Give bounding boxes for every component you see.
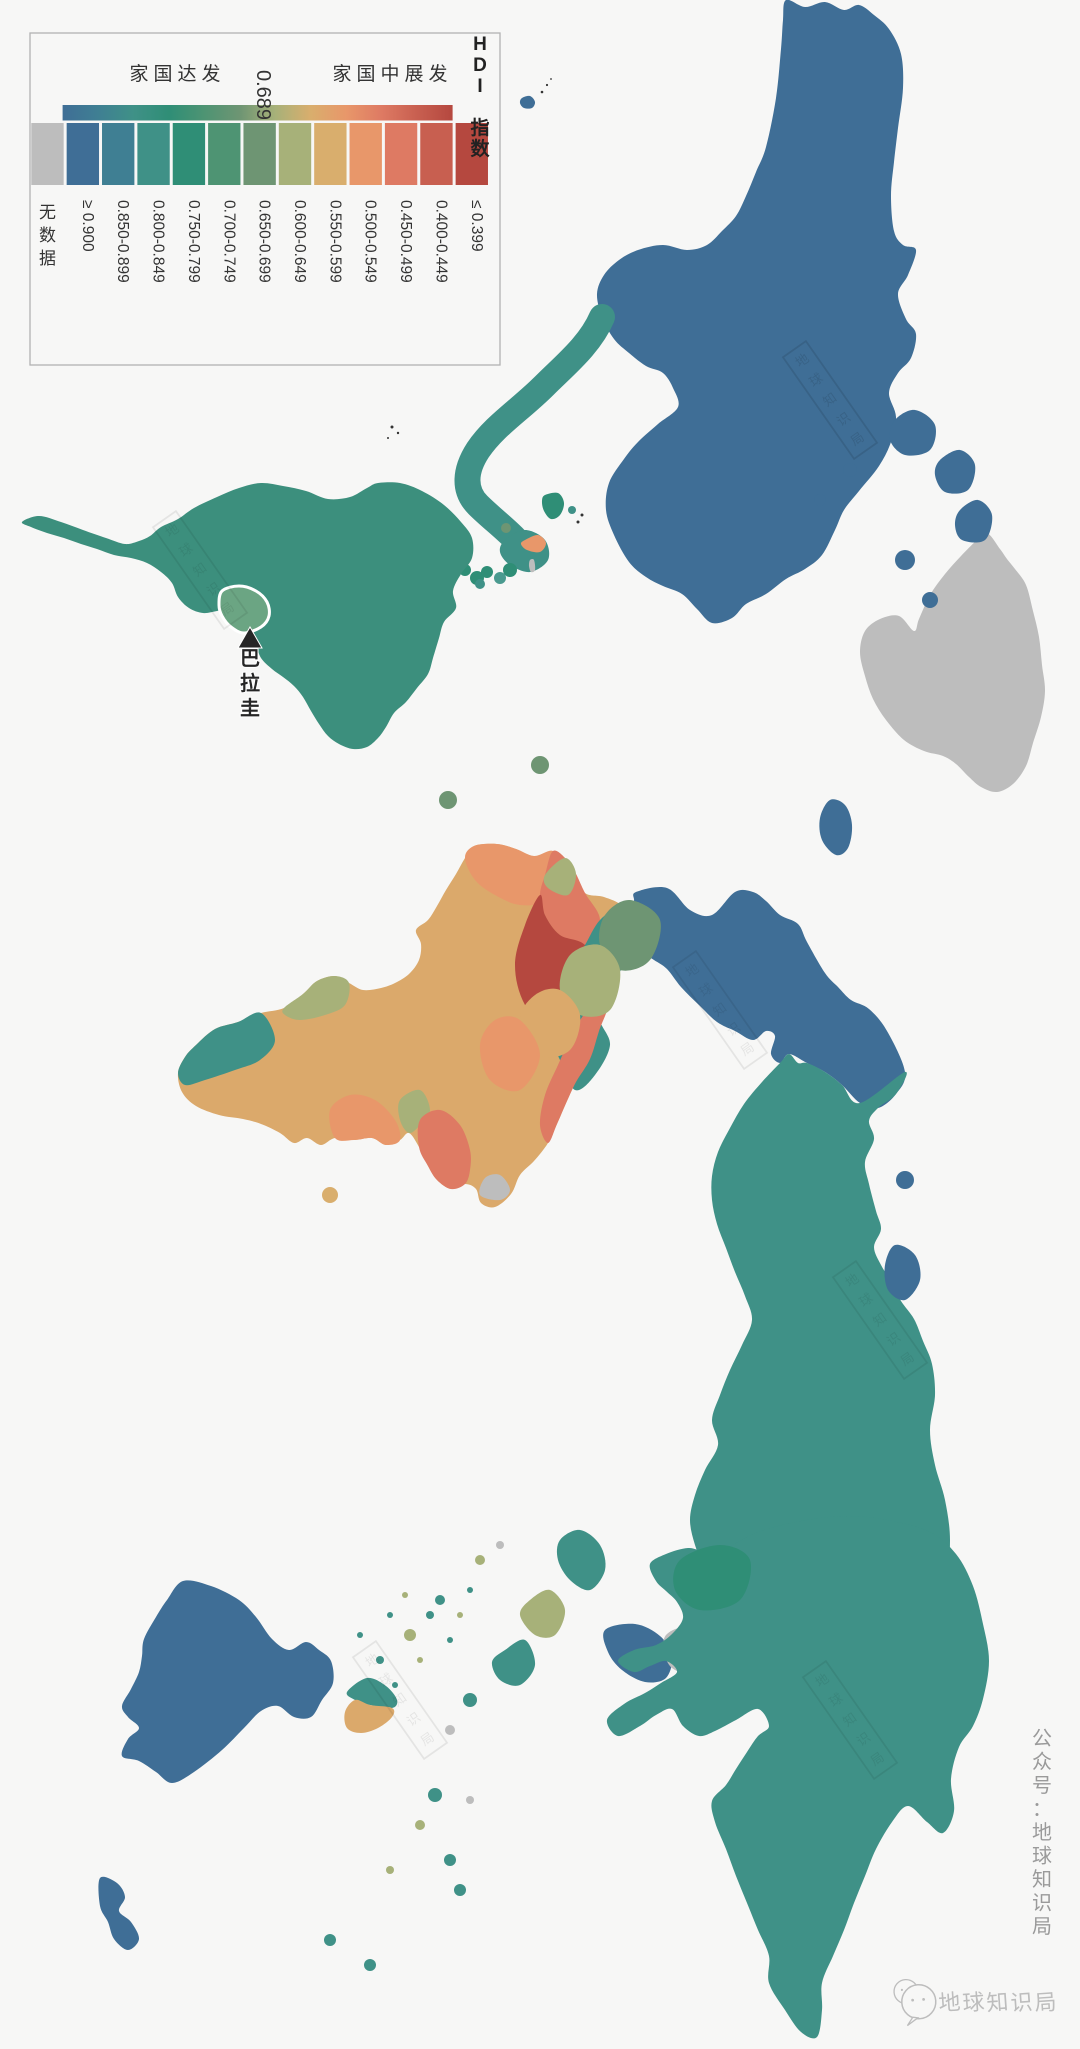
svg-text:数: 数	[470, 137, 490, 160]
svg-text:发: 发	[428, 63, 447, 85]
svg-text:圭: 圭	[240, 697, 260, 720]
svg-text:据: 据	[39, 249, 56, 268]
svg-text:0.850-0.899: 0.850-0.899	[114, 200, 131, 283]
svg-text:众: 众	[1032, 1751, 1052, 1774]
svg-text:D: D	[473, 55, 487, 76]
svg-text:0.689: 0.689	[252, 70, 274, 120]
svg-text:知: 知	[1032, 1868, 1052, 1891]
svg-text:0.550-0.599: 0.550-0.599	[326, 200, 343, 283]
svg-text:≤ 0.399: ≤ 0.399	[468, 200, 485, 252]
svg-text:中: 中	[380, 63, 399, 85]
svg-text:发: 发	[201, 63, 220, 85]
svg-text:数: 数	[39, 226, 56, 245]
svg-text:≥ 0.900: ≥ 0.900	[79, 200, 96, 252]
svg-text:地: 地	[938, 1989, 962, 2015]
svg-text:达: 达	[177, 63, 196, 85]
svg-text:局: 局	[1034, 1989, 1058, 2015]
svg-text:知: 知	[986, 1989, 1010, 2015]
svg-text:0.450-0.499: 0.450-0.499	[397, 200, 414, 283]
svg-text:球: 球	[1032, 1845, 1052, 1868]
svg-text:无: 无	[39, 203, 56, 222]
svg-text:0.500-0.549: 0.500-0.549	[362, 200, 379, 283]
svg-text:I: I	[477, 76, 482, 97]
svg-text:0.800-0.849: 0.800-0.849	[150, 200, 167, 283]
svg-text:：: ：	[1032, 1799, 1052, 1821]
svg-text:0.650-0.699: 0.650-0.699	[256, 200, 273, 283]
svg-text:局: 局	[1032, 1916, 1052, 1938]
svg-text:识: 识	[1010, 1989, 1034, 2015]
svg-text:0.700-0.749: 0.700-0.749	[220, 200, 237, 283]
svg-text:公: 公	[1032, 1728, 1052, 1750]
svg-text:家: 家	[129, 63, 148, 85]
svg-text:展: 展	[404, 64, 423, 85]
svg-text:球: 球	[962, 1989, 986, 2015]
svg-text:0.400-0.449: 0.400-0.449	[432, 200, 449, 283]
svg-text:识: 识	[1032, 1893, 1052, 1915]
svg-text:国: 国	[153, 64, 172, 85]
svg-text:国: 国	[356, 64, 375, 85]
svg-text:0.750-0.799: 0.750-0.799	[185, 200, 202, 283]
svg-text:指: 指	[470, 117, 489, 139]
svg-text:0.600-0.649: 0.600-0.649	[291, 200, 308, 283]
svg-text:家: 家	[332, 63, 351, 85]
svg-text:巴: 巴	[240, 648, 260, 670]
svg-text:H: H	[473, 34, 487, 55]
svg-text:地: 地	[1032, 1821, 1052, 1844]
svg-text:拉: 拉	[240, 671, 260, 695]
svg-text:号: 号	[1032, 1775, 1052, 1797]
